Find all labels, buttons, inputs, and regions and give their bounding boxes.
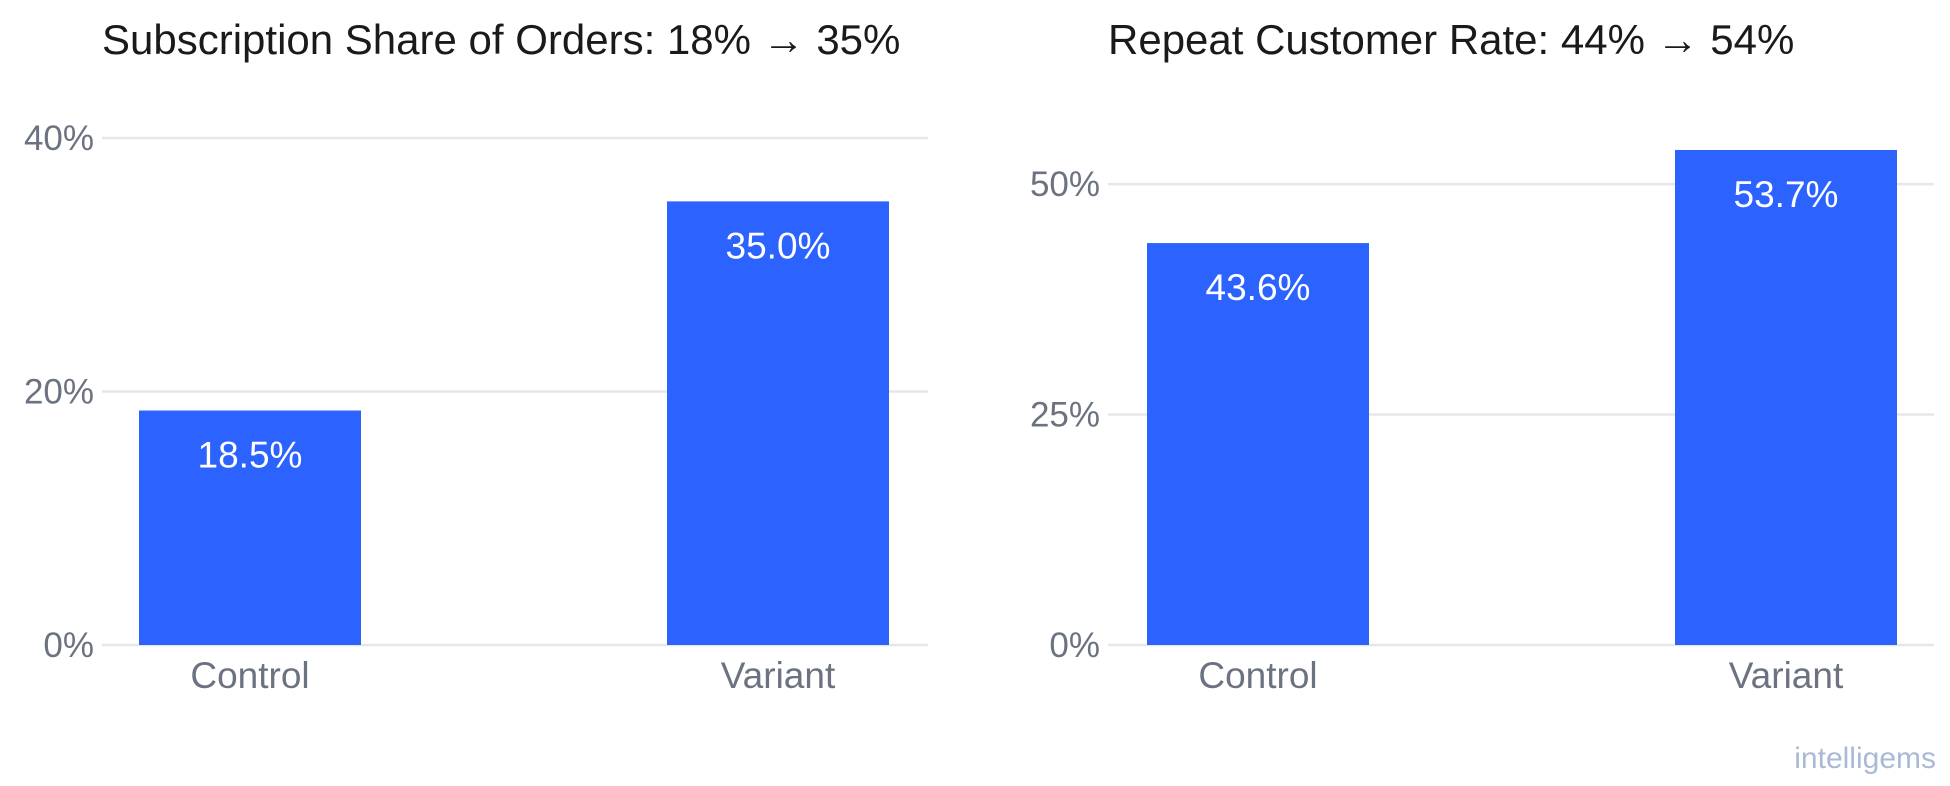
y-tick-label: 0% [1049,626,1100,665]
bar-variant [667,201,889,645]
y-tick-label: 25% [1030,396,1100,435]
x-category-label: Control [1198,655,1317,696]
chart-repeat-customer-rate-svg: Repeat Customer Rate: 44% → 54% 0% 25% 50% 4… [1030,16,1934,696]
bar-value-label: 43.6% [1206,267,1311,308]
y-tick-label: 50% [1030,165,1100,204]
bar-control [139,410,361,645]
chart-title: Repeat Customer Rate: 44% → 54% [1108,16,1794,63]
y-tick-label: 40% [24,119,94,158]
chart-title: Subscription Share of Orders: 18% → 35% [102,16,900,63]
x-category-label: Control [190,655,309,696]
bar-value-label: 35.0% [726,225,831,266]
bar-value-label: 18.5% [198,435,303,476]
chart-repeat-customer-rate: Repeat Customer Rate: 44% → 54% 0% 25% 50% 4… [1000,0,1950,740]
x-category-label: Variant [721,655,836,696]
bar-control [1147,243,1369,645]
bar-variant [1675,149,1897,645]
chart-subscription-share-svg: Subscription Share of Orders: 18% → 35% 0… [24,16,928,696]
x-category-label: Variant [1729,655,1844,696]
watermark: intelligems [1794,742,1936,775]
y-tick-label: 0% [43,626,94,665]
y-tick-label: 20% [24,373,94,412]
chart-subscription-share: Subscription Share of Orders: 18% → 35% 0… [0,0,950,740]
bar-value-label: 53.7% [1734,174,1839,215]
